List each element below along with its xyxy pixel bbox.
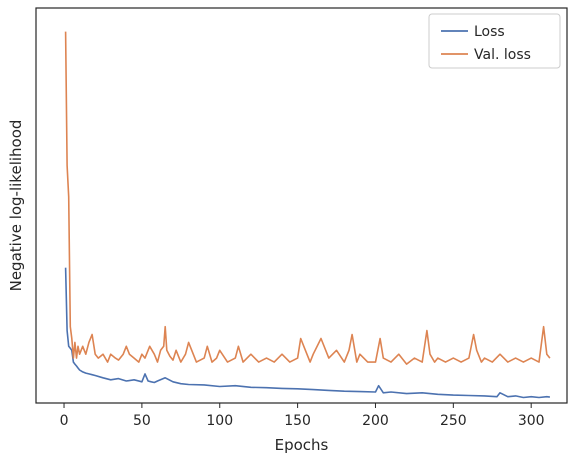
legend-val-loss-label: Val. loss	[474, 47, 531, 63]
x-tick-label: 200	[362, 413, 389, 429]
x-axis-ticks: 0 50 100 150 200 250 300	[60, 403, 545, 429]
x-tick-label: 300	[518, 413, 545, 429]
axes-frame	[35, 7, 568, 404]
x-tick-label: 0	[60, 413, 69, 429]
x-tick-label: 250	[440, 413, 467, 429]
x-tick-label: 150	[284, 413, 311, 429]
legend: Loss Val. loss	[428, 13, 561, 69]
series-line-val-loss	[64, 31, 551, 365]
y-axis-label: Negative log-likelihood	[7, 120, 25, 292]
series-line-loss	[64, 267, 551, 399]
x-axis-label: Epochs	[275, 436, 329, 454]
x-tick-label: 50	[133, 413, 151, 429]
series-layer	[64, 31, 551, 399]
plot-area	[35, 7, 568, 404]
legend-loss-label: Loss	[474, 24, 505, 40]
x-tick-label: 100	[206, 413, 233, 429]
